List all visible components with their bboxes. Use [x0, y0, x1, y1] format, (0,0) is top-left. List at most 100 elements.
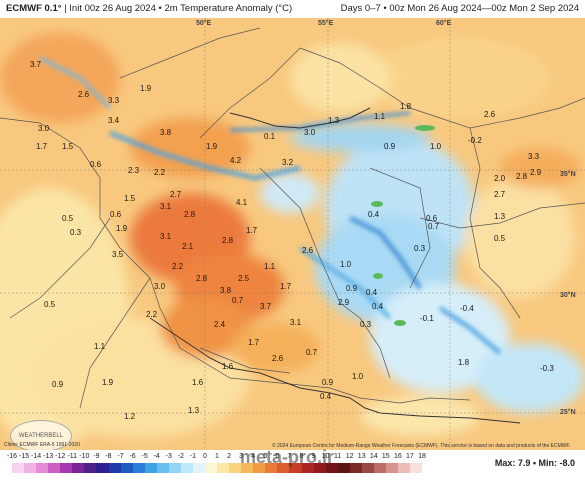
map-value: 0.1 — [264, 132, 276, 141]
map-value: 1.6 — [192, 378, 204, 387]
map-value: 0.4 — [320, 392, 332, 401]
map-value: 1.7 — [246, 226, 258, 235]
colorbar-tick-label: 0 — [202, 453, 207, 460]
colorbar-tick-label: -13 — [43, 453, 54, 460]
map-value: 4.2 — [230, 156, 242, 165]
map-value: 0.9 — [346, 284, 358, 293]
map-value: 3.5 — [112, 250, 124, 259]
map-value: 0.9 — [322, 378, 334, 387]
colorbar-swatch — [337, 463, 350, 473]
colorbar-tick-label: -8 — [105, 453, 112, 460]
model-name: ECMWF 0.1° — [6, 3, 62, 14]
lat-label-35n: 35°N — [560, 171, 576, 178]
graticule — [0, 18, 585, 450]
map-value: 2.8 — [222, 236, 234, 245]
map-value: 2.1 — [182, 242, 194, 251]
map-value: 1.7 — [280, 282, 292, 291]
map-value: 1.3 — [188, 406, 200, 415]
map-value: 0.3 — [360, 320, 372, 329]
map-value: 2.7 — [170, 190, 182, 199]
map-value: 0.7 — [232, 296, 244, 305]
colorbar-tick-label: 16 — [393, 453, 402, 460]
map-value: 2.6 — [78, 90, 90, 99]
colorbar-tick-label: -11 — [67, 453, 78, 460]
colorbar-swatch — [253, 463, 266, 473]
map-value: 2.3 — [128, 166, 140, 175]
map-value: 2.2 — [146, 310, 158, 319]
colorbar-tick-label: 9 — [311, 453, 316, 460]
map-value: 0.6 — [110, 210, 122, 219]
colorbar-swatch — [265, 463, 278, 473]
colorbar-swatch — [277, 463, 290, 473]
map-value: 0.5 — [44, 300, 56, 309]
map-value: 1.0 — [430, 142, 442, 151]
colorbar-swatch — [180, 463, 193, 473]
map-value: 1.7 — [36, 142, 48, 151]
colorbar-tick-label: 14 — [369, 453, 378, 460]
map-value: 2.8 — [196, 274, 208, 283]
map-value: 3.3 — [108, 96, 120, 105]
colorbar-swatch — [24, 463, 37, 473]
map-value: 1.6 — [222, 362, 234, 371]
map-value: 3.0 — [304, 128, 316, 137]
colorbar-swatch — [398, 463, 411, 473]
lon-label-60e: 60°E — [436, 20, 452, 27]
colorbar-tick-label: -7 — [117, 453, 124, 460]
colorbar-swatch — [108, 463, 121, 473]
colorbar-swatch — [229, 463, 242, 473]
map-value: 3.2 — [282, 158, 294, 167]
lon-label-50e: 50°E — [196, 20, 212, 27]
valid-range: Days 0–7 • 00z Mon 26 Aug 2024—00z Mon 2… — [340, 3, 579, 14]
colorbar-swatch — [349, 463, 362, 473]
ecmwf-credit: © 2024 European Centre for Medium-Range … — [272, 443, 571, 449]
lat-label-25n: 25°N — [560, 409, 576, 416]
climo-credit: Climo: ECMWF ERA-5 1991-2020 — [4, 442, 80, 448]
map-value: 3.1 — [290, 318, 302, 327]
map-value: 3.0 — [38, 124, 50, 133]
colorbar-tick-label: 2 — [227, 453, 231, 460]
colorbar-tick-label: 15 — [381, 453, 390, 460]
header-bar: ECMWF 0.1° | Init 00z 26 Aug 2024 • 2m T… — [0, 0, 585, 18]
colorbar-swatch — [84, 463, 97, 473]
map-value: 0.3 — [70, 228, 82, 237]
map-field — [0, 18, 585, 450]
max-min-readout: Max: 7.9 • Min: -8.0 — [494, 458, 575, 468]
colorbar-swatch — [36, 463, 49, 473]
map-value: 1.9 — [140, 84, 152, 93]
map-value: 2.6 — [484, 110, 496, 119]
map-value: 0.9 — [384, 142, 396, 151]
map-value: 2.0 — [494, 174, 506, 183]
colorbar-swatch — [241, 463, 254, 473]
colorbar-tick-label: 7 — [287, 453, 292, 460]
colorbar-swatch — [168, 463, 181, 473]
colorbar-swatch — [217, 463, 230, 473]
colorbar-tick-label: -16 — [6, 453, 18, 460]
header-title: ECMWF 0.1° | Init 00z 26 Aug 2024 • 2m T… — [6, 3, 293, 14]
map-value: -0.1 — [420, 314, 434, 323]
colorbar-tick-label: 10 — [321, 453, 330, 460]
map-value: -0.3 — [540, 364, 554, 373]
map-value: 0.5 — [494, 234, 506, 243]
colorbar-swatch — [72, 463, 85, 473]
colorbar-tick-label: 4 — [251, 453, 256, 460]
map-value: 4.1 — [236, 198, 248, 207]
colorbar-tick-label: -15 — [18, 453, 30, 460]
colorbar-swatch — [313, 463, 326, 473]
colorbar-tick-label: 12 — [345, 453, 354, 460]
colorbar-swatch — [120, 463, 133, 473]
map-value: 2.2 — [172, 262, 184, 271]
map-value: 3.8 — [160, 128, 172, 137]
anomaly-map: 50°E 55°E 60°E 35°N 30°N 25°N 3.7 2.6 3.3 1… — [0, 18, 585, 450]
borders — [0, 27, 585, 409]
map-value: 2.2 — [154, 168, 166, 177]
map-value: 2.8 — [516, 172, 528, 181]
map-value: 2.5 — [238, 274, 250, 283]
map-value: -0.2 — [468, 136, 482, 145]
watermark: meta-pro.ir — [240, 447, 335, 467]
colorbar-tick-label: 3 — [239, 453, 244, 460]
map-value: 1.2 — [124, 412, 136, 421]
colorbar-swatch — [132, 463, 145, 473]
map-value: 1.1 — [264, 262, 276, 271]
lon-label-55e: 55°E — [318, 20, 334, 27]
map-value: 3.8 — [220, 286, 232, 295]
